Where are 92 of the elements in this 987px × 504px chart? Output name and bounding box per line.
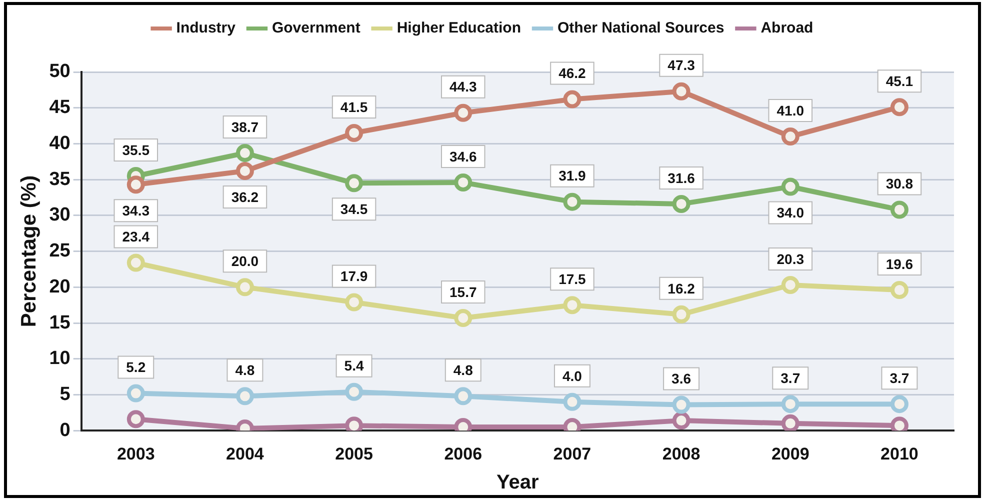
point — [781, 276, 800, 294]
point — [454, 104, 472, 122]
data-label: 3.7 — [780, 370, 800, 386]
data-label: 3.6 — [672, 370, 692, 387]
legend-label: Abroad — [760, 20, 814, 37]
data-label: 36.2 — [231, 188, 259, 205]
data-label: 17.9 — [340, 268, 368, 284]
legend-label: Government — [272, 20, 360, 37]
point — [345, 124, 364, 142]
point — [236, 144, 254, 162]
x-tick-label: 2004 — [226, 444, 264, 464]
data-label: 34.6 — [450, 148, 477, 164]
point — [563, 392, 582, 411]
y-tick-label: 40 — [49, 132, 70, 154]
y-tick-label: 15 — [49, 312, 71, 334]
point — [126, 384, 145, 402]
point — [126, 176, 145, 194]
point — [890, 98, 908, 116]
data-label: 46.2 — [558, 65, 586, 82]
point — [672, 82, 690, 100]
data-label: 4.0 — [562, 368, 582, 384]
point — [454, 309, 472, 327]
data-label: 5.4 — [344, 358, 364, 374]
legend-label: Other National Sources — [557, 20, 724, 37]
point — [672, 305, 690, 324]
point — [563, 192, 582, 211]
y-tick-label: 50 — [49, 61, 70, 82]
data-label: 35.5 — [122, 142, 150, 158]
y-tick-label: 0 — [60, 420, 70, 441]
point — [236, 387, 254, 406]
point — [345, 293, 364, 312]
y-tick-label: 25 — [49, 240, 71, 262]
data-label: 19.6 — [886, 256, 914, 272]
y-axis-title: Percentage (%) — [17, 175, 40, 328]
point — [781, 128, 800, 146]
data-label: 17.5 — [558, 270, 586, 287]
y-tick-label: 30 — [49, 204, 70, 226]
data-label: 47.3 — [668, 57, 696, 74]
point — [672, 396, 690, 414]
x-tick-label: 2006 — [444, 444, 482, 464]
point — [454, 387, 472, 406]
point — [563, 296, 582, 314]
data-label: 31.9 — [558, 168, 586, 184]
data-label: 3.7 — [890, 370, 910, 386]
point — [890, 281, 908, 300]
point — [563, 90, 582, 108]
data-label: 45.1 — [886, 73, 914, 89]
data-label: 41.0 — [776, 102, 804, 118]
point — [890, 395, 908, 414]
data-label: 34.0 — [776, 204, 804, 221]
point — [345, 382, 364, 401]
point — [672, 412, 690, 430]
data-label: 34.3 — [122, 202, 150, 218]
x-tick-label: 2005 — [335, 444, 373, 464]
point — [781, 178, 800, 196]
point — [781, 414, 800, 431]
data-label: 5.2 — [126, 359, 146, 376]
data-label: 30.8 — [886, 176, 914, 192]
x-tick-label: 2009 — [771, 444, 810, 464]
data-label: 4.8 — [235, 362, 255, 378]
legend-label: Higher Education — [396, 20, 522, 37]
data-label: 15.7 — [450, 284, 477, 300]
x-tick-label: 2010 — [880, 444, 918, 464]
y-tick-label: 10 — [49, 348, 70, 370]
point — [672, 194, 690, 213]
data-label: 4.8 — [453, 362, 474, 378]
data-label: 20.3 — [776, 250, 804, 267]
data-label: 44.3 — [450, 78, 477, 95]
y-tick-label: 45 — [49, 97, 71, 118]
y-tick-label: 5 — [60, 384, 71, 405]
data-label: 41.5 — [340, 98, 368, 115]
x-tick-label: 2008 — [662, 444, 700, 464]
point — [236, 278, 254, 296]
data-label: 31.6 — [668, 170, 696, 186]
point — [890, 200, 908, 219]
data-label: 20.0 — [231, 253, 259, 270]
point — [781, 395, 800, 414]
data-label: 16.2 — [668, 280, 696, 296]
x-axis-title: Year — [496, 472, 540, 494]
x-tick-label: 2003 — [116, 444, 155, 464]
point — [236, 162, 254, 180]
point — [126, 254, 145, 272]
legend-label: Industry — [176, 20, 236, 37]
point — [126, 410, 145, 428]
data-label: 23.4 — [122, 228, 150, 245]
point — [454, 173, 472, 192]
y-tick-label: 20 — [49, 276, 70, 298]
x-tick-label: 2007 — [553, 444, 592, 464]
point — [345, 174, 364, 192]
data-label: 38.7 — [231, 118, 259, 135]
data-label: 34.5 — [340, 201, 368, 218]
y-tick-label: 35 — [49, 168, 71, 190]
